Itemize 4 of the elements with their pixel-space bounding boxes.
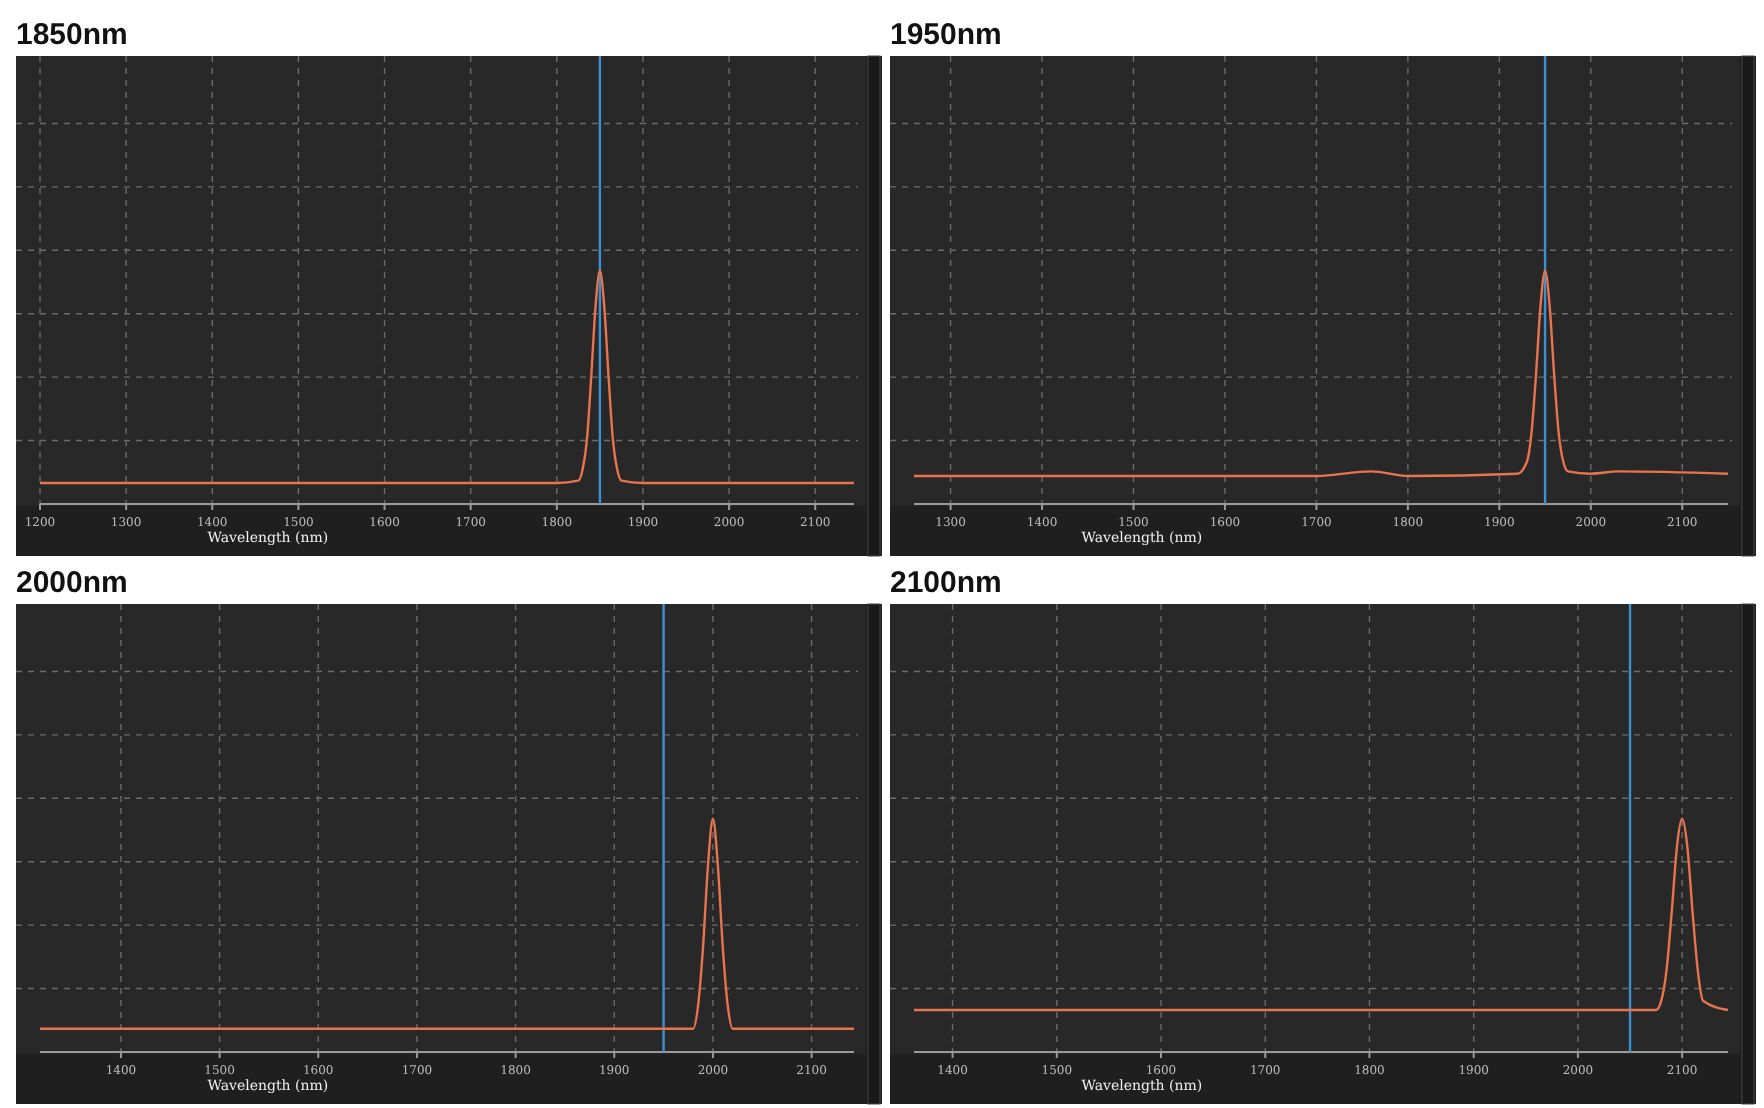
chart-title: 1950nm bbox=[890, 18, 1002, 52]
chart-title: 2000nm bbox=[16, 566, 128, 600]
chart-title: 2100nm bbox=[890, 566, 1002, 600]
chart-title: 1850nm bbox=[16, 18, 128, 52]
